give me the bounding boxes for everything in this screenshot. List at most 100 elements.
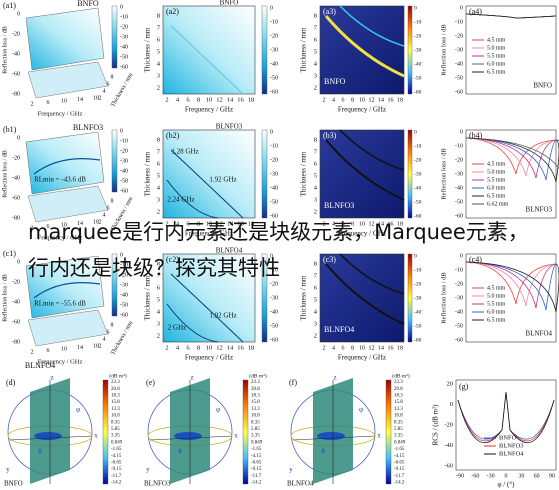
colorbar-label: 23.3 (111, 380, 120, 385)
axis-title: Reflection loss / dB (1, 26, 8, 74)
tick-label: 4 (332, 97, 335, 103)
colorbar (407, 129, 413, 219)
colorbar-label: 5.85 (394, 427, 403, 432)
panel-label: (g) (459, 382, 469, 391)
tick-label: 4 (332, 221, 335, 227)
colorbar-label: -30 (120, 282, 128, 288)
colorbar (385, 379, 392, 485)
tick-label: 0 (460, 5, 463, 11)
tick-label: 4 (157, 60, 161, 67)
tick-label: 14 (378, 345, 384, 351)
tick-label: 0 (450, 401, 453, 408)
tick-label: 12 (369, 221, 375, 227)
tick-label: 4 (332, 345, 335, 351)
colorbar (111, 5, 118, 69)
colorbar-label: -20 (120, 148, 128, 154)
tick-label: 8 (197, 220, 200, 227)
axis-letter: x (377, 432, 381, 440)
rcs-curve (457, 391, 555, 443)
tick-label: -40 (455, 309, 463, 315)
tick-label: 14 (77, 345, 83, 351)
tick-label: -20 (444, 421, 453, 428)
axis-title: Reflection loss / dB (1, 274, 8, 322)
tick-label: 10 (61, 222, 67, 228)
surface-3d (25, 7, 105, 71)
tick-label: 7 (157, 24, 161, 31)
tick-label: -80 (12, 91, 20, 97)
tick-label: 16 (388, 97, 394, 103)
tick-label: 12 (216, 220, 223, 227)
axis-title: Thickness / mm (144, 151, 152, 196)
tick-label: -20 (455, 281, 463, 287)
tick-label: 2 (31, 101, 34, 107)
tick-label: 3 (314, 320, 317, 327)
colorbar-label: -50 (414, 199, 422, 205)
tick-label: 8 (314, 136, 317, 143)
panel-label: (c4) (469, 255, 482, 264)
axis-title: Thickness / mm (144, 275, 152, 320)
tick-label: 2 (323, 221, 326, 227)
colorbar-label: -30 (120, 158, 128, 164)
tick-label: 4 (157, 184, 161, 191)
legend-entry: BNFO (499, 434, 517, 441)
panel-label: (b4) (469, 131, 483, 140)
colorbar-label: 18.3 (394, 394, 403, 399)
colorbar-unit: (dB m²) (249, 372, 267, 379)
tick-label: 14 (378, 221, 384, 227)
sample-name: BLNFO4 (25, 361, 55, 370)
map-contour (170, 273, 244, 343)
tick-label: 10 (359, 221, 365, 227)
tick-label: 6 (342, 221, 345, 227)
tick-label: -40 (12, 299, 20, 305)
colorbar-label: -20 (270, 157, 278, 163)
tick-label: 10 (206, 220, 213, 227)
floor (27, 309, 109, 347)
legend-entry: 5.0 mm (487, 169, 506, 175)
tick-label: 10 (206, 344, 213, 351)
tick-label: 0 (460, 253, 463, 259)
sample-name: BNFO (533, 82, 552, 90)
map-contour (170, 25, 244, 95)
tick-label: 5 (314, 296, 317, 303)
tick-label: 18 (93, 219, 99, 225)
dark-plot (319, 253, 405, 343)
colorbar-label: -9.15 (111, 467, 122, 472)
map-plot (162, 129, 256, 219)
axis-letter: z (190, 374, 193, 382)
axis-letter: φ (216, 406, 220, 414)
tick-label: -60 (455, 89, 463, 95)
surface-ridge (33, 282, 101, 299)
colorbar-label: 0.849 (394, 440, 406, 445)
tick-label: -10 (455, 267, 463, 273)
tick-label: 10 (206, 96, 213, 103)
tick-label: -80 (12, 215, 20, 221)
colorbar (242, 379, 249, 485)
tick-label: 2 (157, 208, 160, 215)
colorbar-label: -60 (270, 213, 278, 219)
legend-entry: 4.5 mm (487, 285, 506, 291)
tick-label: 12 (216, 344, 223, 351)
tick-label: 2 (31, 225, 34, 231)
colorbar-label: -20 (414, 281, 422, 287)
sample-name: BLNFO4 (526, 330, 553, 338)
rl-curve (465, 261, 557, 311)
tick-label: -50 (455, 323, 463, 329)
tick-label: 16 (388, 221, 394, 227)
tick-label: 6 (314, 284, 318, 291)
tick-label: 16 (237, 96, 244, 103)
legend-entry: BLNFO3 (499, 442, 524, 449)
tick-label: 2 (157, 84, 160, 91)
band (339, 253, 405, 295)
band (325, 263, 405, 325)
colorbar-label: -1.65 (111, 447, 122, 452)
axis-title: φ / (°) (498, 481, 516, 489)
tick-label: 4 (176, 220, 180, 227)
axis-letter: θ (178, 448, 182, 456)
legend-entry: 4.5 mm (487, 37, 506, 43)
panel-label: (d) (6, 378, 16, 387)
tick-label: -20 (455, 33, 463, 39)
tick-label: 2 (165, 220, 168, 227)
tick-label: 2 (157, 332, 160, 339)
axis-letter: y (289, 466, 293, 474)
tick-label: 8 (111, 322, 114, 328)
